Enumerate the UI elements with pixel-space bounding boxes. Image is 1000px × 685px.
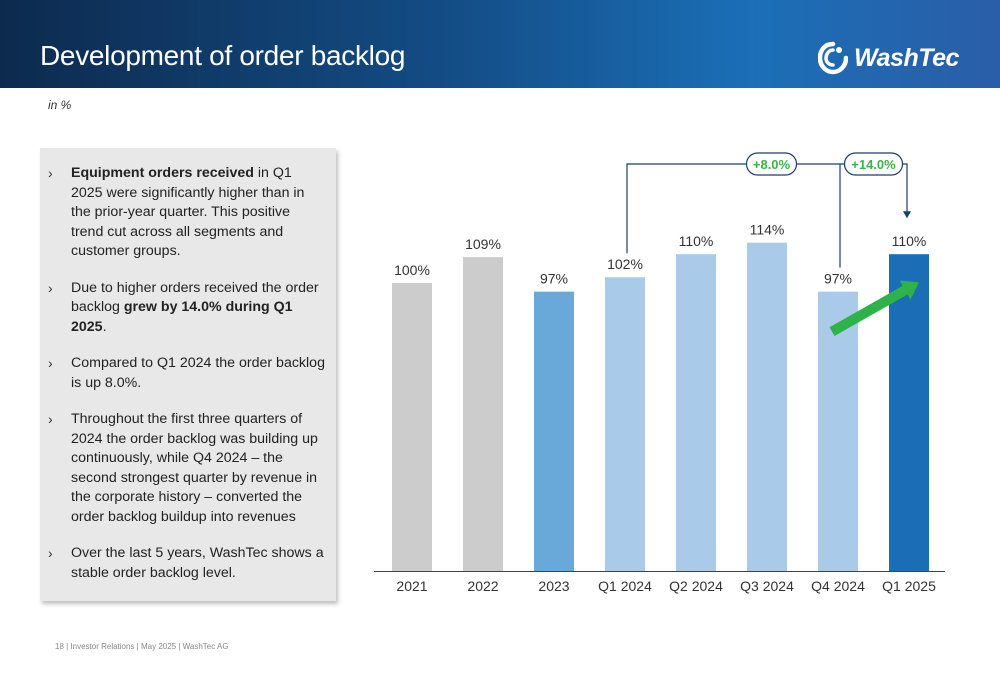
x-tick-label: 2022 [467, 578, 498, 594]
bar [889, 254, 929, 571]
bar [463, 257, 503, 571]
bar [747, 242, 787, 571]
bar [818, 291, 858, 571]
bullet-marker: › [48, 355, 53, 371]
connector-arrowhead [903, 211, 911, 219]
bullet-text: Compared to Q1 2024 the order backlog is… [71, 355, 325, 391]
bullet-marker: › [48, 165, 53, 181]
bullet-marker: › [48, 545, 53, 561]
bullet-marker: › [48, 411, 53, 427]
data-label: 102% [607, 256, 643, 272]
footer-text: 18 | Investor Relations | May 2025 | Was… [55, 642, 229, 651]
bullet-text: Due to higher orders received the order … [71, 279, 319, 316]
x-tick-label: 2021 [396, 578, 427, 594]
data-label: 100% [394, 262, 430, 278]
annotation-bubble [843, 152, 904, 176]
page-title: Development of order backlog [40, 40, 406, 71]
bullet-item: › Due to higher orders received the order… [40, 279, 326, 338]
bullet-item: › Over the last 5 years, WashTec shows a … [40, 544, 326, 583]
bullet-marker: › [48, 279, 53, 296]
washtec-swirl-icon [818, 41, 848, 75]
bullet-text: Throughout the first three quarters of 2… [71, 411, 318, 525]
bullet-emphasis: Equipment orders received [71, 165, 254, 181]
header-banner: Development of order backlog WashTec [0, 0, 1000, 88]
commentary-panel: › Equipment orders received in Q1 2025 we… [40, 148, 336, 601]
bullet-text: . [102, 318, 107, 335]
bullet-item: › Equipment orders received in Q1 2025 we… [40, 164, 326, 262]
x-tick-label: Q4 2024 [811, 578, 865, 594]
order-backlog-chart: 100% 2021 109% 2022 97% 2023 102% Q1 2024 110% Q2… [374, 152, 945, 594]
data-label: 97% [824, 271, 852, 287]
bullet-item: › Throughout the first three quarters of … [40, 410, 326, 527]
x-tick-label: 2023 [538, 578, 569, 594]
unit-note: in % [48, 98, 72, 112]
bullet-text: Over the last 5 years, WashTec shows a s… [71, 545, 324, 581]
data-label: 114% [750, 222, 785, 238]
data-label: 97% [540, 271, 568, 287]
data-label: 110% [679, 233, 714, 249]
bar [605, 277, 645, 571]
annotation-label: +8.0% [753, 157, 791, 172]
bullet-list: › Equipment orders received in Q1 2025 we… [40, 148, 336, 583]
x-tick-label: Q2 2024 [669, 578, 723, 594]
bullet-emphasis: grew by 14.0% during Q1 2025 [71, 299, 293, 335]
bar [392, 283, 432, 571]
x-tick-label: Q1 2024 [598, 578, 652, 594]
data-label: 110% [892, 233, 927, 249]
connector-8pct [626, 163, 908, 254]
logo-wordmark: WashTec [854, 43, 959, 72]
x-tick-label: Q1 2025 [882, 578, 936, 594]
bar [534, 291, 574, 571]
annotation-bubble [745, 152, 798, 176]
brand-logo: WashTec [818, 40, 959, 76]
bar [676, 254, 716, 571]
bullet-text: in Q1 2025 were significantly higher tha… [71, 165, 305, 259]
data-label: 109% [465, 236, 501, 252]
bullet-item: › Compared to Q1 2024 the order backlog i… [40, 354, 326, 393]
annotation-label: +14.0% [851, 157, 896, 172]
trend-arrow-icon [829, 280, 919, 336]
x-tick-label: Q3 2024 [740, 578, 794, 594]
